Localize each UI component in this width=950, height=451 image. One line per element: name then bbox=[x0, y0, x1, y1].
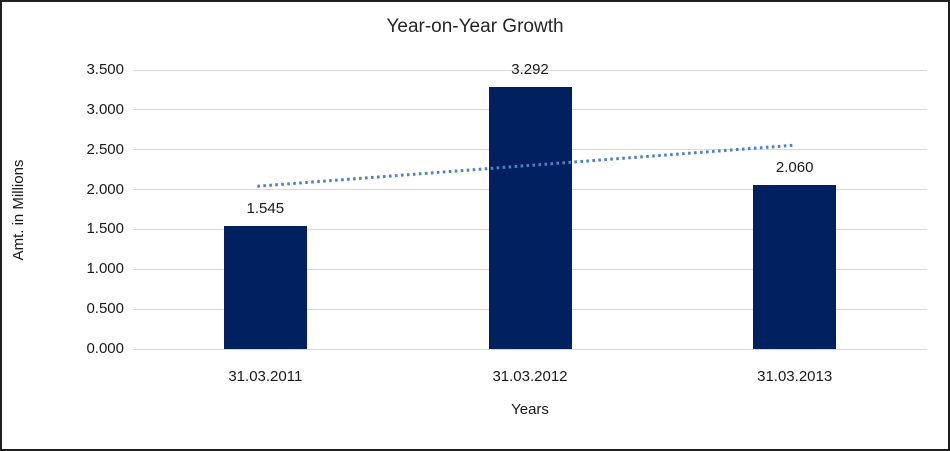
x-tick-label: 31.03.2013 bbox=[757, 368, 833, 385]
y-tick-label: 0.500 bbox=[86, 300, 124, 318]
bar bbox=[488, 86, 572, 349]
y-tick-label: 0.000 bbox=[86, 340, 124, 357]
plot-area: 1.545 3.292 2.060 bbox=[133, 61, 927, 350]
x-tick-label: 31.03.2012 bbox=[492, 368, 568, 385]
gridline bbox=[133, 69, 927, 71]
y-tick-label: 3.500 bbox=[86, 61, 124, 78]
bar bbox=[753, 184, 837, 349]
gridline bbox=[133, 348, 927, 350]
y-tick-label: 2.500 bbox=[86, 140, 124, 158]
y-tick-label: 1.000 bbox=[86, 260, 124, 278]
x-tick-label: 31.03.2011 bbox=[228, 368, 303, 385]
x-axis-title: Years bbox=[511, 401, 549, 418]
bar-value-label: 2.060 bbox=[775, 158, 814, 176]
y-tick-label: 2.000 bbox=[86, 180, 124, 198]
y-tick-label: 1.500 bbox=[86, 220, 124, 238]
chart-title: Year-on-Year Growth bbox=[386, 16, 564, 37]
y-tick-label: 3.000 bbox=[86, 100, 124, 118]
bar bbox=[223, 225, 307, 349]
bar-value-label: 3.292 bbox=[511, 60, 549, 78]
bar-value-label: 1.545 bbox=[246, 199, 285, 217]
